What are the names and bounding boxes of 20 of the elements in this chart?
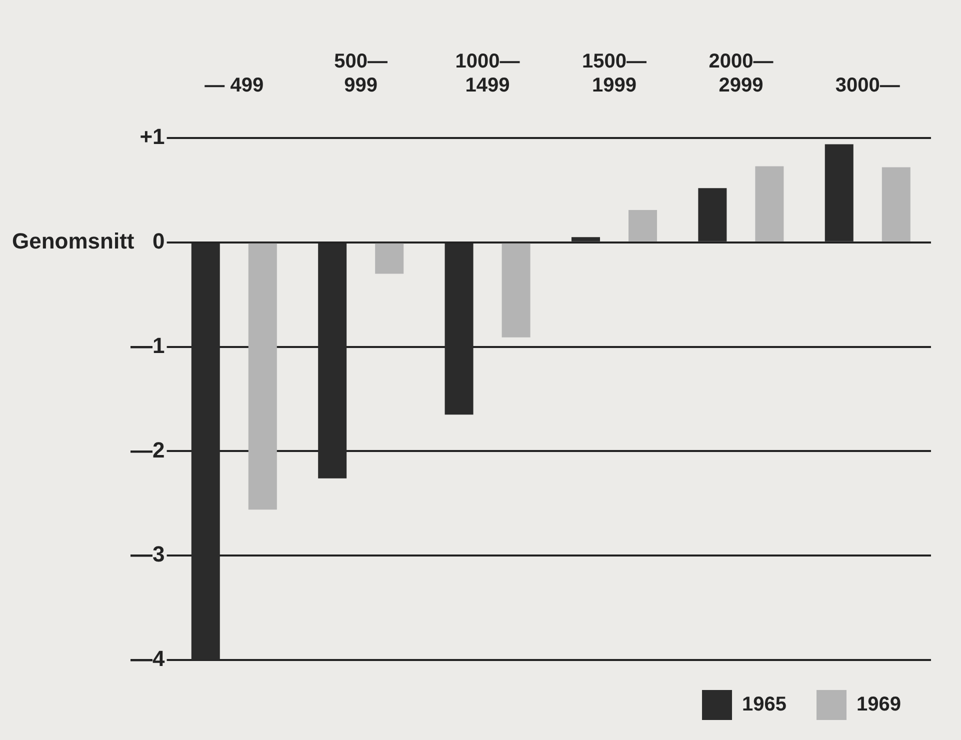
bar — [755, 166, 784, 242]
y-tick-label: —3 — [130, 542, 165, 567]
x-tick-label: 2000— 2999 — [708, 50, 774, 97]
x-tick-label: — 499 — [204, 74, 264, 97]
bar — [882, 167, 910, 242]
y-tick-label: —1 — [130, 332, 165, 358]
x-tick-label: 500— 999 — [334, 50, 388, 97]
y-tick-label: Genomsnitt 0 — [12, 228, 165, 254]
legend-label: 1969 — [856, 694, 902, 716]
y-tick-label: —2 — [130, 437, 165, 462]
bar — [502, 243, 530, 338]
bar — [375, 243, 404, 274]
bar — [628, 210, 658, 242]
x-tick-label: 1500— 1999 — [582, 50, 646, 97]
y-tick-label: +1 — [140, 124, 165, 150]
x-tick-label: 1000— 1499 — [455, 50, 520, 97]
y-tick-label: —4 — [130, 646, 166, 672]
bar — [248, 243, 277, 510]
legend-label: 1965 — [742, 694, 787, 716]
x-tick-label: 3000— — [835, 74, 900, 97]
